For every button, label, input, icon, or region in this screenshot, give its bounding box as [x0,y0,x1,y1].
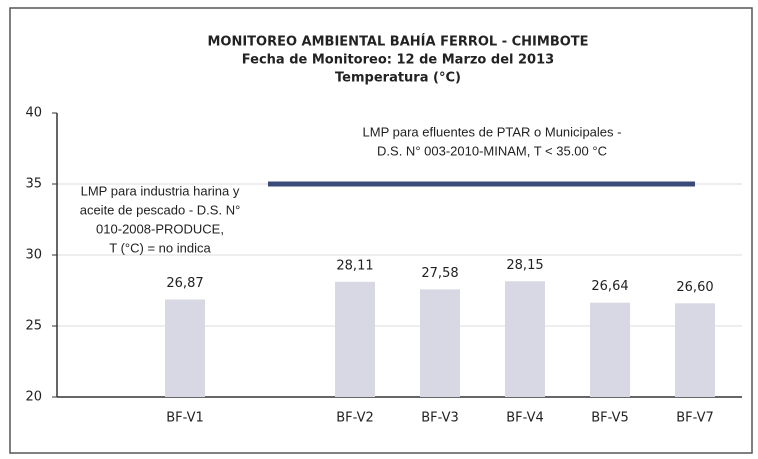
annotation: 010-2008-PRODUCE, [96,221,224,236]
bar [675,303,715,397]
chart-title: MONITOREO AMBIENTAL BAHÍA FERROL - CHIMB… [207,34,588,50]
annotation: T (°C) = no indica [109,240,211,255]
value-label: 28,11 [336,258,373,273]
bar [335,281,375,397]
value-label: 26,64 [591,279,628,294]
x-tick-label: BF-V4 [506,411,544,426]
y-tick-label: 30 [25,248,42,263]
value-label: 28,15 [506,258,543,273]
value-label: 27,58 [421,266,458,281]
bar [590,302,630,397]
bar [420,289,460,397]
chart-subtitle: Fecha de Monitoreo: 12 de Marzo del 2013 [242,53,554,68]
x-tick-label: BF-V1 [166,411,204,426]
annotation: LMP para efluentes de PTAR o Municipales… [363,124,622,139]
y-tick-label: 25 [25,319,42,334]
y-tick-label: 20 [25,390,42,405]
y-tick-label: 40 [25,106,42,121]
value-label: 26,87 [166,276,203,291]
x-tick-label: BF-V5 [591,411,629,426]
x-tick-label: BF-V3 [421,411,459,426]
x-tick-label: BF-V7 [676,411,714,426]
bar [165,299,205,397]
annotation: D.S. N° 003-2010-MINAM, T < 35.00 °C [377,143,607,158]
value-label: 26,60 [676,280,713,295]
y-title: Temperatura (°C) [335,71,461,86]
x-tick-label: BF-V2 [336,411,374,426]
annotation: LMP para industria harina y [81,183,240,198]
bar [505,281,545,397]
y-tick-label: 35 [25,177,42,192]
annotation: aceite de pescado - D.S. N° [80,202,241,217]
